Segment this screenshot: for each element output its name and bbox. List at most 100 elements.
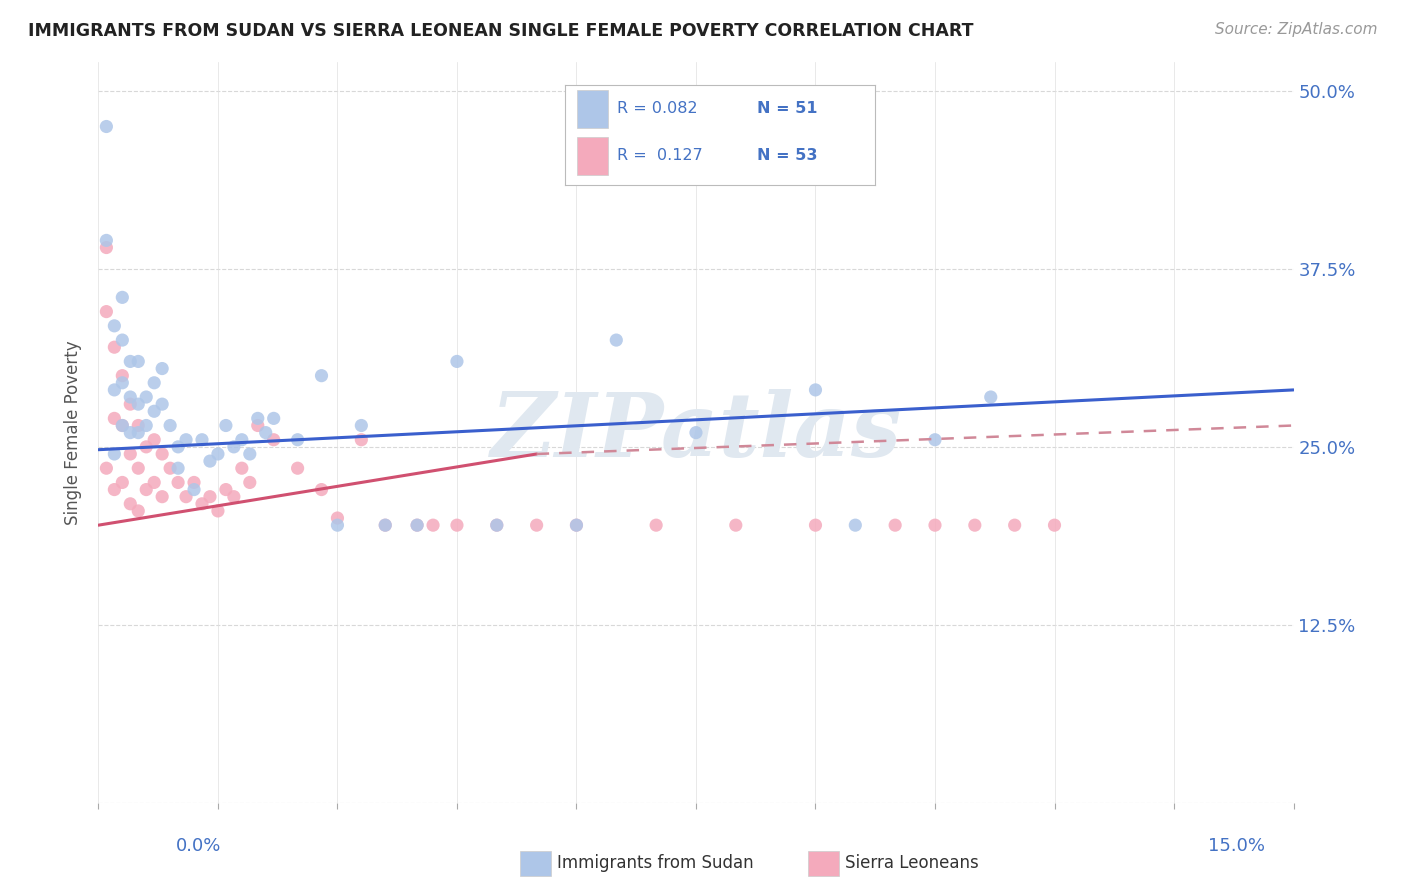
Point — [143, 433, 166, 447]
Point — [222, 490, 245, 504]
Point — [804, 518, 827, 533]
Point — [374, 518, 396, 533]
Point — [150, 397, 173, 411]
Text: 0.0%: 0.0% — [176, 837, 221, 855]
Point — [311, 483, 333, 497]
Point — [167, 461, 190, 475]
Point — [111, 368, 134, 383]
Point — [183, 483, 205, 497]
Point — [844, 518, 866, 533]
Point — [150, 361, 173, 376]
Point — [120, 397, 142, 411]
Point — [143, 376, 166, 390]
Point — [159, 418, 181, 433]
Point — [605, 333, 627, 347]
Point — [191, 433, 214, 447]
Point — [246, 411, 269, 425]
Point — [446, 354, 468, 368]
Point — [239, 447, 262, 461]
Point — [120, 497, 142, 511]
Point — [150, 447, 173, 461]
Text: Immigrants from Sudan: Immigrants from Sudan — [557, 855, 754, 872]
Point — [1043, 518, 1066, 533]
Point — [207, 447, 229, 461]
Point — [215, 418, 238, 433]
Point — [326, 518, 349, 533]
Point — [96, 240, 118, 255]
Point — [111, 418, 134, 433]
Point — [446, 518, 468, 533]
Point — [159, 461, 181, 475]
Point — [311, 368, 333, 383]
Point — [167, 475, 190, 490]
Point — [127, 425, 149, 440]
Point — [127, 504, 149, 518]
Point — [326, 511, 349, 525]
Point — [231, 461, 253, 475]
Point — [111, 418, 134, 433]
Point — [526, 518, 548, 533]
Point — [924, 433, 946, 447]
Point — [207, 504, 229, 518]
Point — [111, 333, 134, 347]
Point — [231, 433, 253, 447]
Y-axis label: Single Female Poverty: Single Female Poverty — [65, 341, 83, 524]
Point — [222, 440, 245, 454]
Point — [174, 433, 197, 447]
Point — [884, 518, 907, 533]
Point — [1004, 518, 1026, 533]
Point — [143, 404, 166, 418]
Point — [287, 461, 309, 475]
Text: Sierra Leoneans: Sierra Leoneans — [845, 855, 979, 872]
Text: Source: ZipAtlas.com: Source: ZipAtlas.com — [1215, 22, 1378, 37]
Point — [96, 461, 118, 475]
Point — [263, 433, 285, 447]
Point — [422, 518, 444, 533]
Point — [485, 518, 508, 533]
Point — [103, 483, 125, 497]
Point — [120, 447, 142, 461]
Point — [111, 376, 134, 390]
Text: 15.0%: 15.0% — [1208, 837, 1265, 855]
Point — [239, 475, 262, 490]
Point — [135, 483, 157, 497]
Point — [127, 418, 149, 433]
Point — [127, 461, 149, 475]
Point — [103, 411, 125, 425]
Point — [167, 440, 190, 454]
Point — [120, 390, 142, 404]
Point — [135, 418, 157, 433]
Point — [565, 518, 588, 533]
Point — [96, 120, 118, 134]
Point — [135, 390, 157, 404]
Point — [143, 475, 166, 490]
Point — [724, 518, 747, 533]
Point — [565, 518, 588, 533]
Point — [103, 447, 125, 461]
Point — [350, 433, 373, 447]
Point — [287, 433, 309, 447]
Point — [150, 490, 173, 504]
Point — [120, 425, 142, 440]
Point — [804, 383, 827, 397]
Point — [406, 518, 429, 533]
Point — [963, 518, 986, 533]
Point — [103, 340, 125, 354]
Point — [198, 490, 221, 504]
Text: ZIPatlas: ZIPatlas — [491, 390, 901, 475]
Point — [96, 234, 118, 248]
Point — [103, 318, 125, 333]
Point — [215, 483, 238, 497]
Point — [111, 290, 134, 304]
Point — [127, 397, 149, 411]
Point — [96, 304, 118, 318]
Text: IMMIGRANTS FROM SUDAN VS SIERRA LEONEAN SINGLE FEMALE POVERTY CORRELATION CHART: IMMIGRANTS FROM SUDAN VS SIERRA LEONEAN … — [28, 22, 973, 40]
Point — [980, 390, 1002, 404]
Point — [191, 497, 214, 511]
Point — [924, 518, 946, 533]
Point — [174, 490, 197, 504]
Point — [135, 440, 157, 454]
Point — [111, 475, 134, 490]
Point — [685, 425, 707, 440]
Point — [374, 518, 396, 533]
